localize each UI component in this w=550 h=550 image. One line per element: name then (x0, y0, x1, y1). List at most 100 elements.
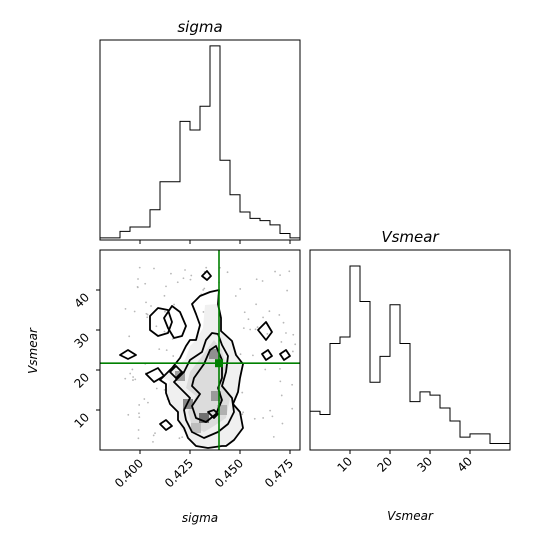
sample-point (136, 286, 139, 288)
contour-island-low (207, 409, 219, 419)
sample-point (145, 301, 147, 304)
contour-island-right (257, 321, 273, 341)
sample-point (288, 270, 291, 273)
sample-point (154, 432, 156, 435)
sample-point (266, 332, 269, 335)
contour-island-right2 (261, 349, 273, 361)
sample-point (254, 328, 257, 331)
sample-point (163, 294, 166, 297)
contour-island-left (149, 307, 173, 337)
sigma-histogram-step (99, 45, 301, 240)
sample-point (184, 269, 186, 271)
vsmear-marginal-xticks: 10 20 30 40 (334, 450, 475, 475)
contour-group (119, 270, 291, 449)
sample-point (280, 394, 283, 397)
sample-point (291, 407, 294, 410)
sample-point (261, 280, 264, 282)
sigma-frame (99, 39, 301, 241)
joint-yticks: 10 20 30 40 (71, 289, 100, 431)
sample-point (291, 383, 294, 386)
sample-point (152, 440, 154, 443)
sample-point (241, 391, 244, 394)
sample-point (274, 270, 276, 273)
sample-point (155, 387, 158, 390)
contour-island-right3 (279, 349, 291, 361)
sample-point (249, 328, 252, 331)
sample-point (205, 266, 208, 269)
contour-island-top (201, 270, 212, 281)
sample-point (256, 326, 259, 329)
sample-point (137, 278, 139, 280)
sample-point (143, 398, 146, 400)
contour-island-left2 (145, 367, 165, 383)
sample-point (132, 376, 135, 378)
joint-xtick-label: 0.425 (162, 456, 196, 490)
sample-point (165, 285, 167, 288)
sample-point (137, 437, 140, 440)
sample-point (138, 266, 141, 269)
sample-point (285, 332, 287, 334)
sample-point (138, 416, 141, 418)
sample-point (242, 327, 245, 330)
sample-point (272, 436, 275, 438)
sample-point (291, 350, 294, 353)
vsmear-tick-label: 40 (454, 454, 475, 475)
joint-ytick-label: 20 (71, 370, 92, 391)
sample-point (163, 388, 166, 391)
vsmear-marginal-panel: Vsmear 10 20 30 40 Vsmear (309, 228, 511, 523)
sample-point (128, 335, 131, 338)
sample-point (134, 378, 137, 381)
vsmear-tick-label: 30 (414, 454, 435, 475)
sample-point (280, 341, 283, 343)
sigma-marginal-xticks (139, 240, 291, 244)
sample-point (294, 343, 297, 346)
sample-point (282, 321, 285, 324)
sample-point (271, 415, 274, 418)
sample-point (189, 278, 192, 281)
sample-point (262, 417, 265, 419)
sample-point (292, 333, 295, 336)
density-bin (211, 391, 221, 401)
sample-point (247, 318, 250, 321)
sample-point (286, 289, 289, 292)
sample-point (239, 353, 242, 356)
sample-point (239, 288, 242, 290)
sample-point (138, 412, 140, 415)
vsmear-tick-label: 20 (374, 454, 395, 475)
sample-point (146, 313, 149, 316)
sample-point (242, 411, 245, 414)
sample-point (138, 404, 141, 406)
joint-ytick-label: 40 (71, 290, 92, 311)
sample-point (137, 429, 140, 431)
sample-point (146, 316, 149, 319)
sample-point (182, 277, 185, 280)
density-bin (217, 405, 227, 415)
contour-inner (191, 345, 223, 423)
sample-point (172, 355, 175, 357)
sample-point (226, 271, 229, 274)
contour-island-lowleft (159, 419, 173, 431)
sample-point (124, 307, 127, 310)
sample-point (202, 311, 205, 313)
sample-point (164, 310, 166, 313)
sample-point (147, 401, 149, 404)
sample-point (170, 272, 172, 275)
joint-frame (99, 249, 301, 451)
sample-point (176, 281, 179, 284)
sample-point (165, 349, 168, 352)
sample-point (124, 377, 127, 380)
sample-point (163, 330, 166, 333)
sample-point (173, 303, 175, 306)
sample-point (255, 278, 258, 281)
sample-point (269, 409, 272, 412)
vsmear-histogram-step (309, 265, 510, 450)
sample-point (153, 267, 155, 270)
joint-xticks: 0.400 0.425 0.450 0.475 (112, 450, 296, 490)
sample-point (171, 338, 174, 340)
sample-point (278, 314, 281, 316)
truth-point (215, 359, 223, 368)
contour-island-farleft (119, 349, 137, 360)
joint-xtick-label: 0.450 (212, 456, 246, 490)
sample-point (158, 348, 161, 351)
density-bin (191, 423, 201, 433)
